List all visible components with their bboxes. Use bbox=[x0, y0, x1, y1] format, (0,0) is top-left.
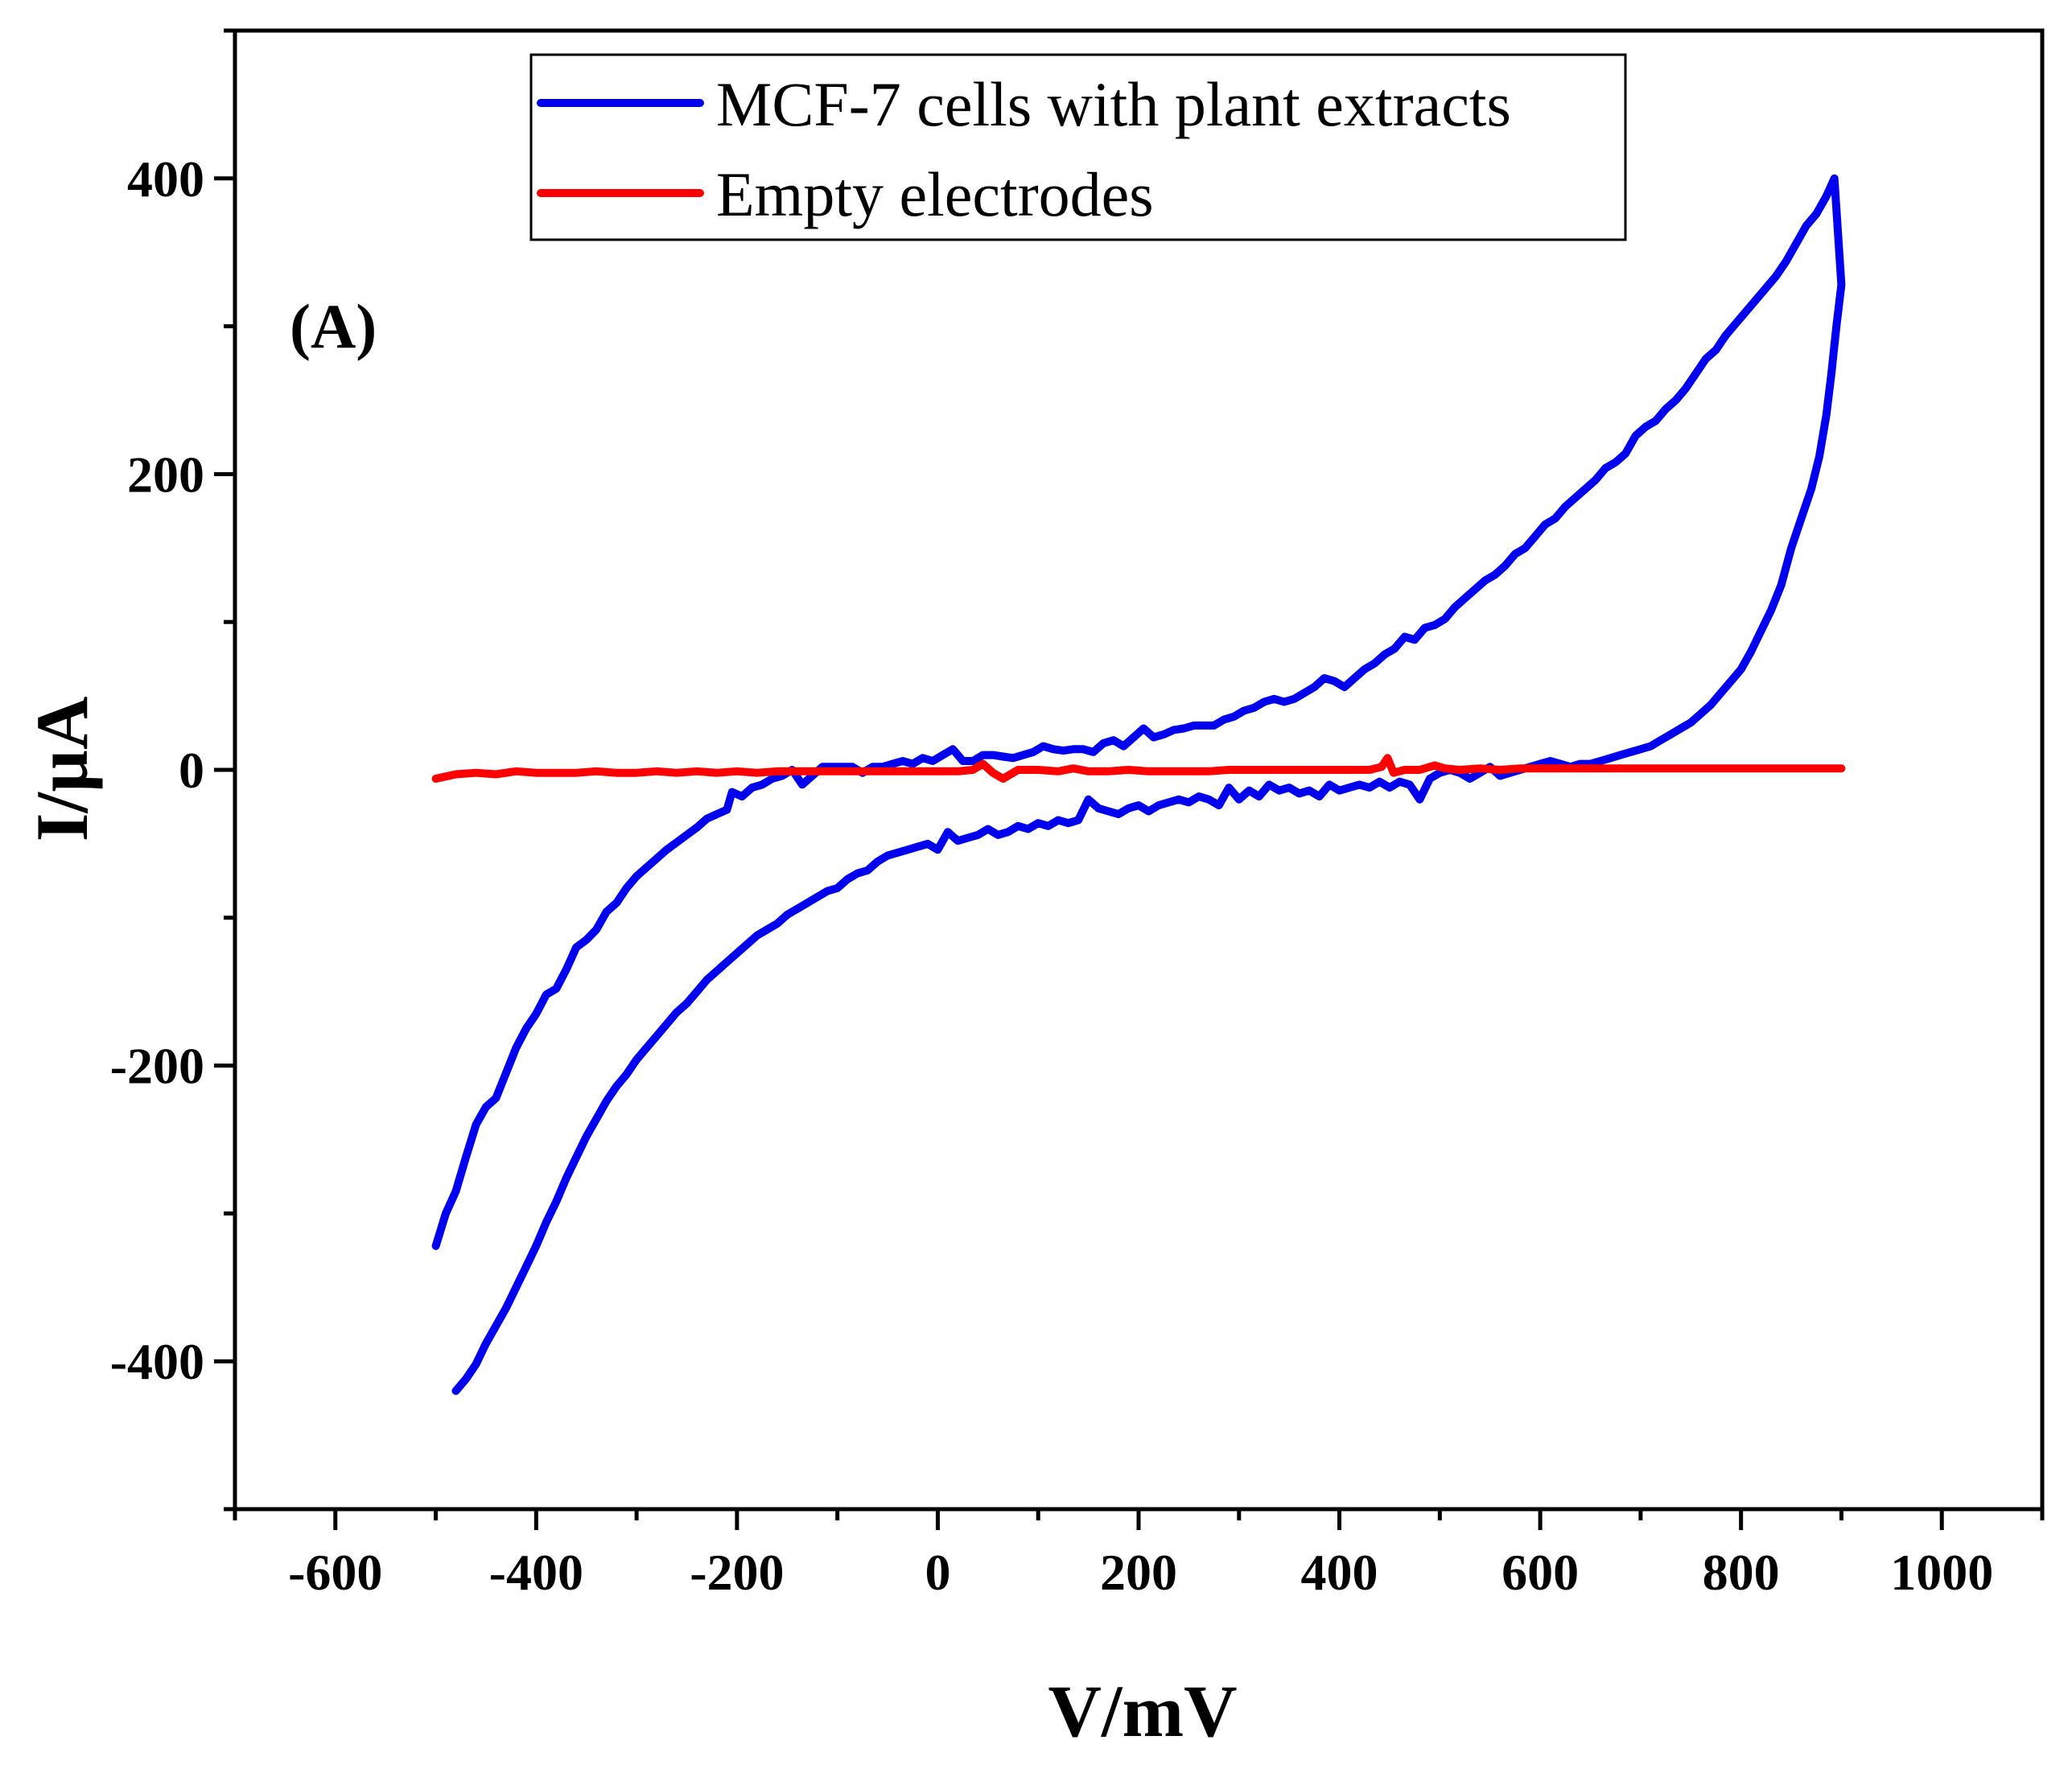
panel-label: (A) bbox=[290, 291, 377, 361]
series-line-empty bbox=[431, 754, 1846, 783]
y-axis-ticks: -400 -200 0 200 400 bbox=[110, 28, 235, 1512]
y-tick-label: -400 bbox=[110, 1333, 204, 1390]
legend-label-empty: Empty electrodes bbox=[716, 159, 1154, 229]
y-tick-label: 400 bbox=[127, 150, 204, 208]
y-tick-label: -200 bbox=[110, 1038, 204, 1095]
plot-frame bbox=[233, 28, 2045, 1512]
y-axis-title: I/µA bbox=[21, 697, 103, 842]
legend-label-mcf7: MCF-7 cells with plant extracts bbox=[716, 69, 1511, 139]
series-layer bbox=[431, 174, 1846, 1395]
y-tick-label: 200 bbox=[127, 446, 204, 503]
x-tick-label: 0 bbox=[925, 1544, 950, 1601]
x-tick-label: 1000 bbox=[1890, 1544, 1993, 1601]
x-tick-label: 800 bbox=[1703, 1544, 1780, 1601]
x-tick-label: -200 bbox=[690, 1544, 784, 1601]
legend: MCF-7 cells with plant extracts Empty el… bbox=[529, 53, 1627, 241]
series-line-mcf7 bbox=[431, 174, 1846, 1395]
x-tick-label: -600 bbox=[288, 1544, 382, 1601]
x-tick-label: 400 bbox=[1301, 1544, 1378, 1601]
x-tick-label: 200 bbox=[1100, 1544, 1177, 1601]
y-tick-label: 0 bbox=[179, 742, 204, 799]
x-axis-title: V/mV bbox=[1048, 1670, 1237, 1752]
x-axis-ticks: -600 -400 -200 0 200 400 600 800 1000 bbox=[233, 1509, 2045, 1601]
x-tick-label: 600 bbox=[1501, 1544, 1579, 1601]
legend-box bbox=[529, 53, 1627, 241]
x-tick-label: -400 bbox=[489, 1544, 583, 1601]
